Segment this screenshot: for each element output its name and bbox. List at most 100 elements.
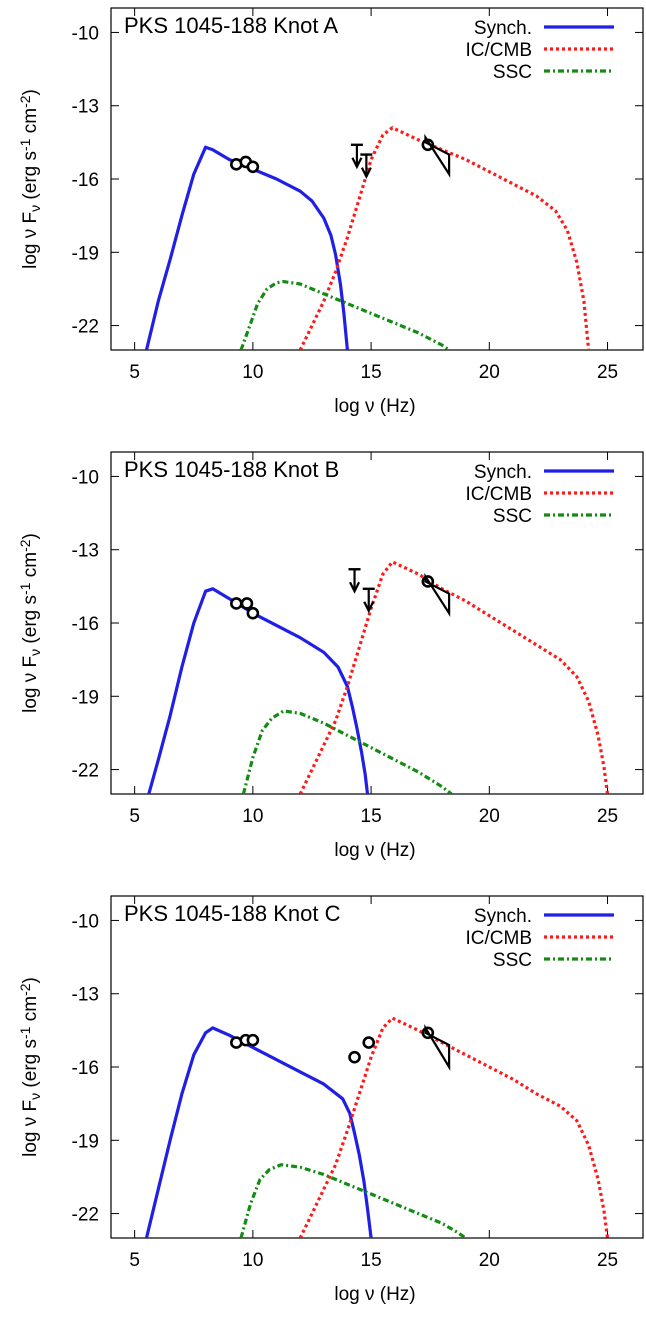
legend-entry: IC/CMB bbox=[466, 928, 614, 949]
data-point bbox=[230, 597, 243, 610]
x-tick-label: 15 bbox=[361, 362, 382, 383]
upper-limit-arrowhead bbox=[351, 157, 363, 170]
legend-entry: Synch. bbox=[474, 462, 614, 483]
series-line-ssc bbox=[239, 1163, 467, 1238]
x-tick-label: 20 bbox=[479, 362, 500, 383]
x-tick-label: 10 bbox=[242, 806, 263, 827]
legend-label: SSC bbox=[493, 950, 532, 971]
y-axis-title-part: ) bbox=[20, 89, 41, 95]
y-tick-label: -13 bbox=[72, 985, 99, 1006]
chart-panel-2: 5 10 15 20 25 -10 -13 -16 -19 -22 log ν (Hz) log ν … bbox=[17, 895, 644, 1305]
series-line-ssc bbox=[241, 709, 453, 794]
upper-limit-marker bbox=[348, 568, 361, 594]
panel-title: PKS 1045-188 Knot A bbox=[124, 13, 338, 38]
panel-title: PKS 1045-188 Knot C bbox=[124, 901, 341, 926]
y-tick-label: -22 bbox=[72, 1205, 99, 1226]
y-axis-title-part: ν bbox=[27, 1093, 43, 1100]
upper-limit-arrowhead bbox=[349, 581, 361, 594]
y-tick-label: -16 bbox=[72, 170, 99, 191]
x-tick-label: 20 bbox=[479, 806, 500, 827]
panel-title: PKS 1045-188 Knot B bbox=[124, 457, 339, 482]
y-axis-title-part: -1 bbox=[17, 1026, 33, 1039]
series-line-ic-cmb bbox=[298, 560, 610, 794]
upper-limit-marker bbox=[360, 153, 373, 180]
y-axis-title-part: -1 bbox=[17, 138, 33, 151]
x-tick-label: 25 bbox=[597, 362, 618, 383]
legend-entry: SSC bbox=[493, 950, 614, 971]
legend-entry: IC/CMB bbox=[466, 484, 614, 505]
legend-label: IC/CMB bbox=[466, 484, 533, 505]
y-axis-title-part: ν bbox=[27, 205, 43, 212]
series-line-ssc bbox=[239, 280, 451, 350]
legend-entry: Synch. bbox=[474, 906, 614, 927]
x-tick-label: 25 bbox=[597, 1250, 618, 1271]
y-tick-label: -10 bbox=[72, 911, 99, 932]
x-tick-label: 25 bbox=[597, 806, 618, 827]
y-axis-title-part: -2 bbox=[17, 983, 33, 996]
legend-label: IC/CMB bbox=[466, 40, 533, 61]
data-point bbox=[240, 597, 254, 610]
legend-entry: IC/CMB bbox=[466, 40, 614, 61]
x-tick-label: 10 bbox=[242, 362, 263, 383]
panels-container: 5 10 15 20 25 -10 -13 -16 -19 -22 log ν (Hz) log ν … bbox=[17, 7, 644, 1305]
series-line-synch bbox=[144, 145, 349, 350]
y-tick-label: -22 bbox=[72, 761, 99, 782]
y-tick-label: -16 bbox=[72, 1058, 99, 1079]
chart-panel-1: 5 10 15 20 25 -10 -13 -16 -19 -22 log ν (Hz) log ν … bbox=[17, 451, 644, 861]
x-tick-label: 5 bbox=[129, 806, 140, 827]
y-axis-title-part: cm bbox=[20, 552, 41, 583]
y-tick-label: -19 bbox=[72, 243, 99, 264]
xray-bowtie bbox=[424, 1023, 451, 1071]
y-axis-title-part: -2 bbox=[17, 95, 33, 108]
series-line-ic-cmb bbox=[298, 1016, 610, 1238]
y-axis-title-part: -1 bbox=[17, 582, 33, 595]
legend-label: Synch. bbox=[474, 18, 532, 39]
data-point bbox=[246, 160, 260, 174]
legend-entry: Synch. bbox=[474, 18, 614, 39]
y-axis-title: log ν Fν (erg s-1 cm-2) bbox=[17, 977, 43, 1157]
y-axis-title-part: (erg s bbox=[20, 1039, 41, 1093]
y-axis-title-part: (erg s bbox=[20, 595, 41, 649]
y-axis-title-part: ν bbox=[27, 649, 43, 656]
y-tick-label: -13 bbox=[72, 541, 99, 562]
upper-limit-marker bbox=[350, 143, 363, 170]
y-tick-label: -16 bbox=[72, 614, 99, 635]
legend-label: SSC bbox=[493, 506, 532, 527]
y-axis-title-part: log ν F bbox=[20, 1100, 41, 1157]
x-tick-label: 10 bbox=[242, 1250, 263, 1271]
y-axis-title-part: cm bbox=[20, 996, 41, 1027]
y-axis-title-part: log ν F bbox=[20, 212, 41, 269]
y-tick-label: -19 bbox=[72, 1131, 99, 1152]
data-point bbox=[362, 1036, 376, 1049]
y-tick-label: -10 bbox=[72, 23, 99, 44]
upper-limit-arrowhead bbox=[363, 601, 375, 614]
y-tick-label: -22 bbox=[72, 317, 99, 338]
legend-label: Synch. bbox=[474, 462, 532, 483]
y-tick-label: -13 bbox=[72, 97, 99, 118]
legend-label: IC/CMB bbox=[466, 928, 533, 949]
data-point bbox=[348, 1050, 361, 1064]
x-tick-label: 5 bbox=[129, 362, 140, 383]
xray-bowtie bbox=[424, 133, 451, 178]
xray-bowtie bbox=[424, 572, 451, 617]
y-axis-title: log ν Fν (erg s-1 cm-2) bbox=[17, 89, 43, 269]
y-tick-label: -10 bbox=[72, 467, 99, 488]
legend-entry: SSC bbox=[493, 62, 614, 83]
y-axis-title-part: ) bbox=[20, 977, 41, 983]
curves bbox=[147, 560, 610, 794]
x-axis-title: log ν (Hz) bbox=[334, 1284, 415, 1305]
y-axis-title-part: ) bbox=[20, 533, 41, 539]
data-point bbox=[246, 606, 260, 620]
y-axis-title-part: cm bbox=[20, 108, 41, 139]
chart-panel-0: 5 10 15 20 25 -10 -13 -16 -19 -22 log ν (Hz) log ν … bbox=[17, 7, 644, 417]
y-axis-title-part: (erg s bbox=[20, 151, 41, 205]
y-axis-title: log ν Fν (erg s-1 cm-2) bbox=[17, 533, 43, 713]
legend-entry: SSC bbox=[493, 506, 614, 527]
upper-limit-marker bbox=[362, 587, 375, 614]
y-tick-label: -19 bbox=[72, 687, 99, 708]
x-axis-title: log ν (Hz) bbox=[334, 396, 415, 417]
series-line-synch bbox=[147, 587, 370, 794]
data-point bbox=[246, 1033, 260, 1047]
upper-limit-arrowhead bbox=[360, 167, 372, 180]
